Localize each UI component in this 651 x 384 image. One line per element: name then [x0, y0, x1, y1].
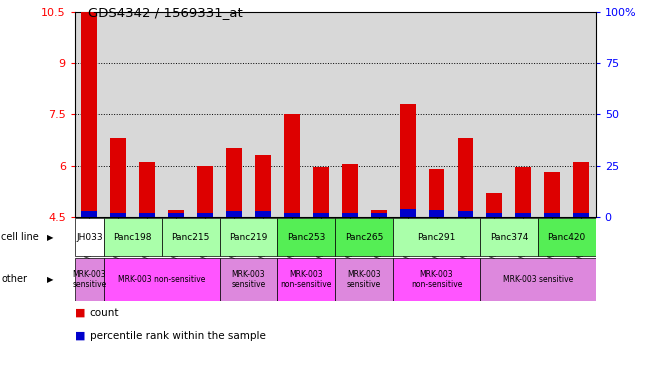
Text: MRK-003
non-sensitive: MRK-003 non-sensitive [281, 270, 332, 289]
Bar [370, 210, 387, 217]
Text: ■: ■ [75, 331, 85, 341]
Text: JH033: JH033 [76, 233, 103, 242]
Bar [574, 162, 589, 217]
Bar [370, 212, 387, 217]
Bar [393, 218, 480, 257]
Text: MRK-003 non-sensitive: MRK-003 non-sensitive [118, 275, 205, 284]
Bar [393, 258, 480, 301]
Bar [458, 212, 473, 217]
Bar [284, 114, 300, 217]
Bar [75, 258, 104, 301]
Bar [544, 172, 561, 217]
Text: Panc253: Panc253 [287, 233, 326, 242]
Bar [255, 212, 271, 217]
Bar [538, 218, 596, 257]
Bar [342, 164, 357, 217]
Bar [226, 149, 242, 217]
Bar [104, 218, 161, 257]
Text: Panc265: Panc265 [345, 233, 383, 242]
Bar [226, 212, 242, 217]
Text: Panc420: Panc420 [547, 233, 586, 242]
Text: Panc215: Panc215 [171, 233, 210, 242]
Bar [486, 193, 503, 217]
Text: count: count [90, 308, 119, 318]
Bar [168, 210, 184, 217]
Bar [197, 166, 213, 217]
Text: Panc198: Panc198 [113, 233, 152, 242]
Text: ■: ■ [75, 308, 85, 318]
Bar [139, 212, 155, 217]
Text: Panc219: Panc219 [229, 233, 268, 242]
Text: other: other [1, 274, 27, 285]
Text: MRK-003
sensitive: MRK-003 sensitive [231, 270, 266, 289]
Text: MRK-003
non-sensitive: MRK-003 non-sensitive [411, 270, 462, 289]
Bar [255, 156, 271, 217]
Bar [480, 258, 596, 301]
Bar [544, 212, 561, 217]
Bar [313, 212, 329, 217]
Text: ▶: ▶ [47, 233, 53, 242]
Text: percentile rank within the sample: percentile rank within the sample [90, 331, 266, 341]
Bar [219, 258, 277, 301]
Bar [516, 167, 531, 217]
Bar [81, 12, 97, 217]
Bar [110, 212, 126, 217]
Bar [313, 167, 329, 217]
Bar [219, 218, 277, 257]
Bar [458, 138, 473, 217]
Bar [516, 212, 531, 217]
Text: ▶: ▶ [47, 275, 53, 284]
Text: MRK-003 sensitive: MRK-003 sensitive [503, 275, 573, 284]
Bar [428, 210, 445, 217]
Bar [574, 212, 589, 217]
Bar [104, 258, 219, 301]
Bar [428, 169, 445, 217]
Bar [400, 209, 415, 217]
Bar [335, 218, 393, 257]
Bar [480, 218, 538, 257]
Bar [400, 104, 415, 217]
Bar [486, 212, 503, 217]
Bar [197, 212, 213, 217]
Bar [168, 212, 184, 217]
Bar [81, 211, 97, 217]
Bar [342, 212, 357, 217]
Bar [335, 258, 393, 301]
Bar [284, 212, 300, 217]
Text: MRK-003
sensitive: MRK-003 sensitive [347, 270, 381, 289]
Bar [75, 218, 104, 257]
Text: Panc374: Panc374 [490, 233, 528, 242]
Text: MRK-003
sensitive: MRK-003 sensitive [72, 270, 107, 289]
Text: cell line: cell line [1, 232, 39, 242]
Bar [139, 162, 155, 217]
Text: GDS4342 / 1569331_at: GDS4342 / 1569331_at [88, 6, 243, 19]
Bar [110, 138, 126, 217]
Bar [161, 218, 219, 257]
Bar [277, 218, 335, 257]
Bar [277, 258, 335, 301]
Text: Panc291: Panc291 [417, 233, 456, 242]
